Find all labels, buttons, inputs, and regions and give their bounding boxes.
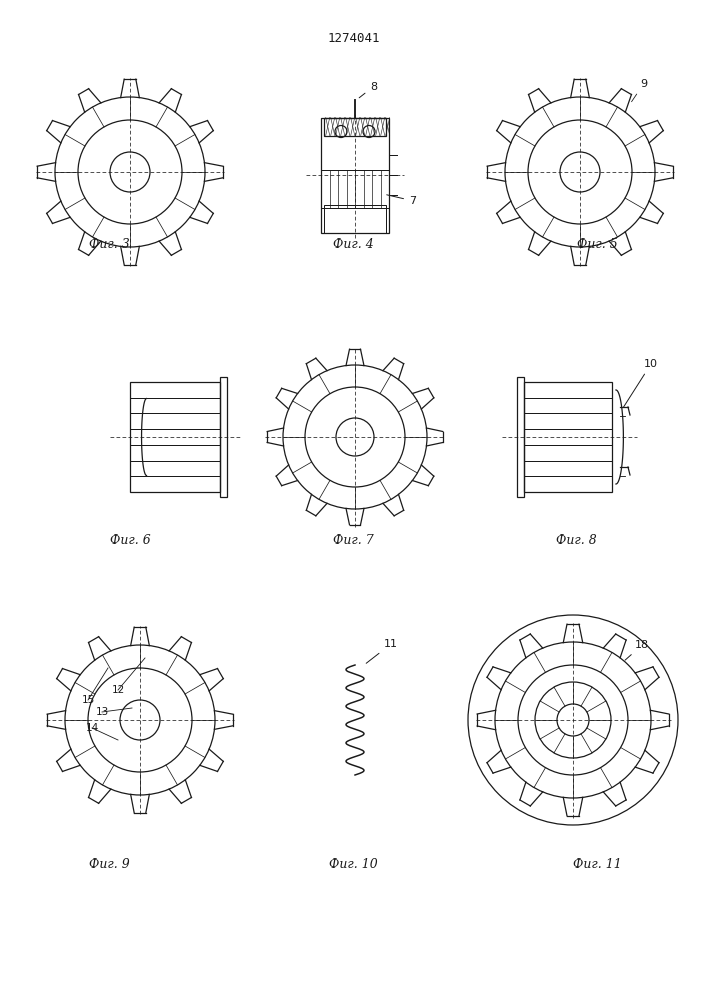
Bar (321, 170, 389, 208)
Bar (524, 382, 612, 492)
Text: 1274041: 1274041 (327, 31, 380, 44)
Text: Фиг. 3: Фиг. 3 (89, 238, 130, 251)
Text: Фиг. 8: Фиг. 8 (556, 534, 597, 546)
Text: Фиг. 7: Фиг. 7 (333, 534, 374, 546)
Text: 18: 18 (625, 640, 649, 660)
Text: 14: 14 (86, 723, 98, 733)
Text: 10: 10 (624, 359, 658, 407)
Text: Фиг. 5: Фиг. 5 (577, 238, 618, 251)
Bar (324, 117, 386, 135)
Text: 15: 15 (81, 695, 95, 705)
Text: Фиг. 10: Фиг. 10 (329, 858, 378, 871)
Text: 13: 13 (95, 707, 109, 717)
Bar (220, 377, 227, 497)
Text: 7: 7 (387, 195, 416, 206)
Text: Фиг. 11: Фиг. 11 (573, 858, 621, 871)
Text: Фиг. 4: Фиг. 4 (333, 238, 374, 251)
Bar (130, 382, 220, 492)
Text: 11: 11 (366, 639, 398, 663)
Bar (321, 117, 389, 232)
Text: 8: 8 (359, 82, 377, 98)
Text: 12: 12 (112, 685, 124, 695)
Text: 9: 9 (631, 79, 647, 102)
Text: Фиг. 9: Фиг. 9 (89, 858, 130, 871)
Text: Фиг. 6: Фиг. 6 (110, 534, 151, 546)
Bar (517, 377, 524, 497)
Bar (324, 205, 386, 232)
